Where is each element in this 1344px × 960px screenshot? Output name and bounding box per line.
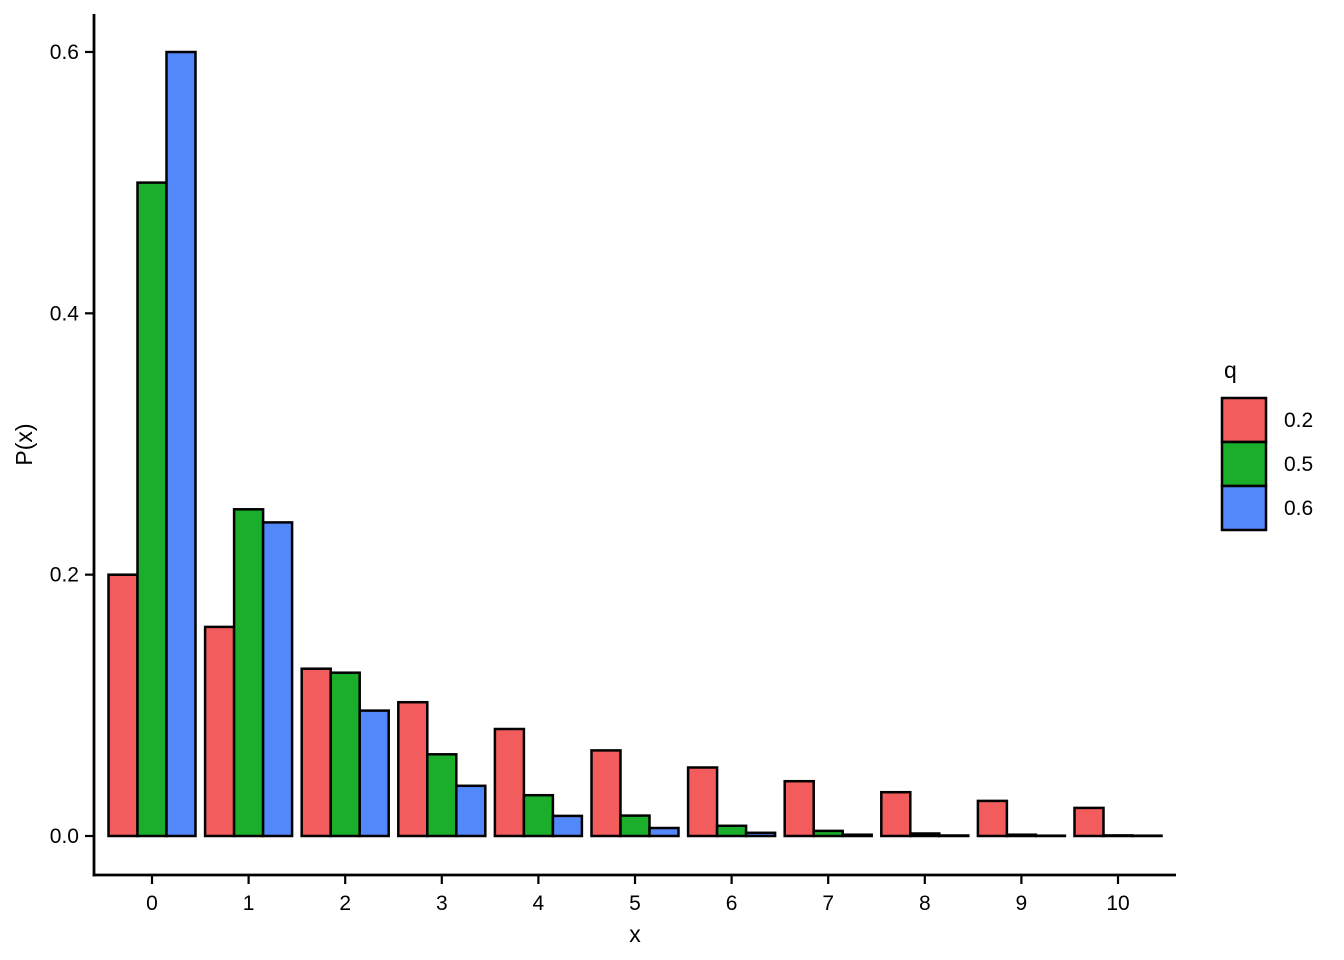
bar-q0.6-x7 [841, 833, 873, 838]
legend-label: 0.5 [1284, 453, 1313, 476]
x-tick-label: 6 [726, 892, 738, 915]
x-tick-label: 2 [339, 892, 351, 915]
x-tick-label: 7 [822, 892, 834, 915]
bar-q0.2-x4 [493, 727, 526, 838]
x-tick-label: 9 [1016, 892, 1028, 915]
bar-q0.2-x6 [686, 766, 719, 838]
bar-q0.2-x5 [590, 749, 622, 838]
bar-q0.6-x8 [938, 834, 970, 838]
bar-q0.6-x0 [165, 50, 197, 838]
x-tick-label: 3 [436, 892, 448, 915]
bar-q0.2-x2 [300, 667, 332, 838]
x-tick-label: 1 [243, 892, 255, 915]
y-tick-label: 0.4 [50, 302, 80, 325]
x-tick-label: 4 [533, 892, 545, 915]
bar-q0.6-x6 [744, 831, 777, 838]
bar-q0.5-x7 [812, 829, 844, 838]
bar-q0.5-x10 [1102, 834, 1134, 838]
bar-q0.5-x2 [329, 671, 361, 838]
y-tick-label: 0.2 [50, 564, 79, 587]
bar-q0.2-x10 [1073, 806, 1105, 838]
bar-q0.2-x8 [880, 790, 912, 838]
x-tick-label: 8 [919, 892, 931, 915]
bar-q0.6-x5 [648, 826, 680, 838]
x-axis-title: x [629, 921, 641, 947]
bar-q0.5-x5 [619, 814, 651, 838]
bar-q0.2-x7 [783, 779, 815, 838]
bar-q0.2-x1 [203, 625, 236, 838]
bar-q0.2-x0 [107, 573, 139, 838]
bar-q0.5-x3 [426, 753, 458, 838]
y-axis-title: P(x) [11, 423, 37, 465]
y-tick-label: 0.6 [50, 41, 79, 64]
bar-q0.5-x8 [909, 832, 941, 838]
bar-q0.6-x2 [358, 709, 390, 838]
legend-label: 0.2 [1284, 409, 1313, 432]
bar-q0.2-x9 [976, 799, 1009, 838]
legend-title: q [1224, 357, 1237, 383]
bar-q0.6-x4 [551, 814, 584, 838]
bar-q0.5-x4 [522, 793, 555, 838]
legend-swatch [1220, 440, 1268, 488]
bar-q0.6-x1 [261, 521, 294, 838]
bar-q0.5-x1 [232, 508, 265, 838]
bar-q0.2-x3 [397, 700, 429, 838]
legend-swatch [1220, 396, 1268, 444]
y-tick-label: 0.0 [50, 825, 79, 848]
legend-label: 0.6 [1284, 497, 1313, 520]
bar-q0.5-x0 [136, 181, 168, 838]
bar-q0.5-x6 [715, 824, 748, 838]
bar-q0.5-x9 [1005, 833, 1038, 838]
legend-swatch [1220, 484, 1268, 532]
bar-q0.6-x3 [455, 784, 487, 838]
x-tick-label: 10 [1106, 892, 1129, 915]
x-tick-label: 0 [146, 892, 158, 915]
x-tick-label: 5 [629, 892, 641, 915]
